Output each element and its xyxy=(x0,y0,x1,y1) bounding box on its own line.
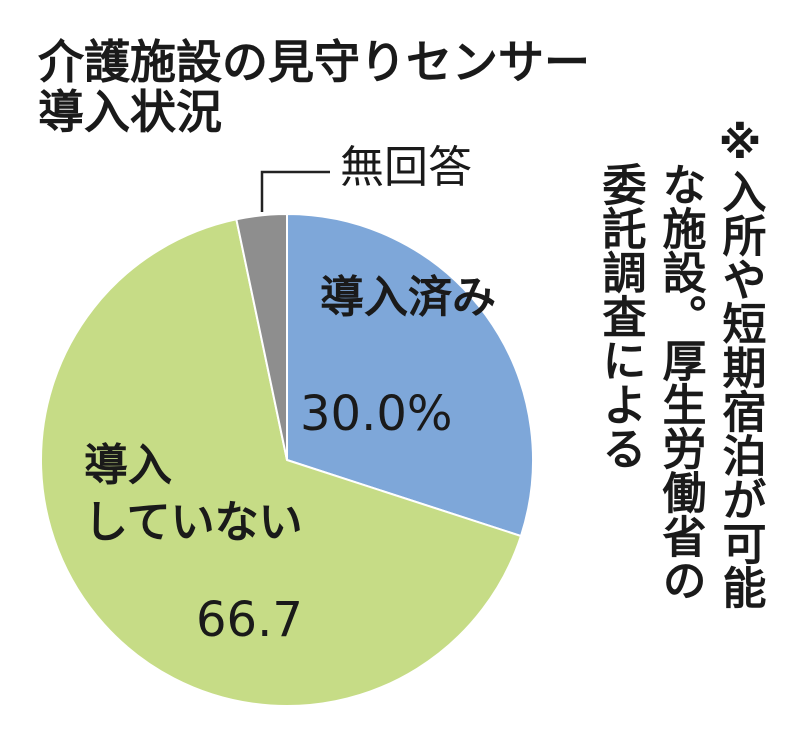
leader-line xyxy=(260,170,330,212)
note-column: 委託調査による xyxy=(595,162,647,470)
slice-label: 導入していない xyxy=(84,440,303,548)
slice-label: 導入済み xyxy=(320,272,496,323)
value-label: 66.7 xyxy=(196,592,303,648)
chart-title-line: 導入状況 xyxy=(38,85,222,139)
note-column: ※入所や短期宿泊が可能 xyxy=(715,118,767,609)
pie-slice xyxy=(40,218,523,707)
chart-title-line: 介護施設の見守りセンサー xyxy=(38,35,590,89)
value-label: 30.0% xyxy=(300,386,452,442)
note-column: な施設。厚生労働省の xyxy=(655,162,707,602)
slice-label: 無回答 xyxy=(340,142,472,193)
pie-slice xyxy=(286,212,534,538)
pie-slice xyxy=(235,212,288,461)
